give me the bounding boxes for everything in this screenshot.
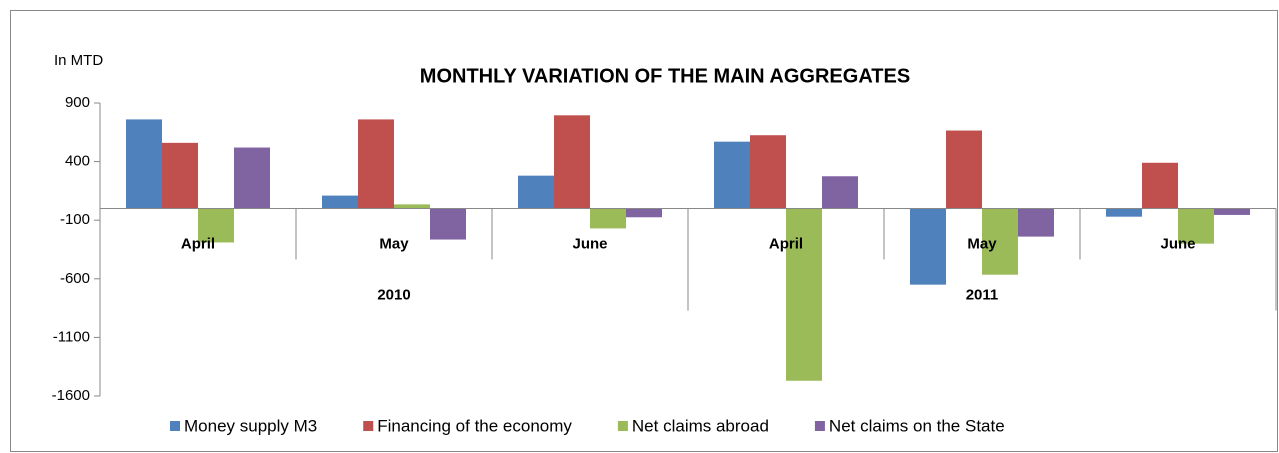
bar	[910, 208, 946, 285]
bar	[1178, 208, 1214, 244]
x-tick-label: June	[1160, 235, 1195, 252]
y-tick-label: -1600	[52, 387, 90, 404]
legend-swatch	[617, 421, 628, 431]
group-label: 2011	[966, 286, 999, 303]
bar	[1018, 208, 1054, 237]
x-tick-label: May	[379, 235, 409, 252]
bar	[1106, 208, 1142, 217]
bar	[554, 115, 590, 209]
bar	[430, 208, 466, 240]
legend-swatch	[170, 421, 180, 431]
x-tick-label: June	[572, 235, 607, 252]
group-label: 2010	[377, 286, 410, 303]
bar	[1142, 162, 1178, 209]
bar	[518, 175, 554, 209]
bar	[1214, 208, 1250, 215]
chart-title: MONTHLY VARIATION OF THE MAIN AGGREGATES	[420, 65, 910, 87]
legend-swatch	[814, 421, 825, 431]
legend-label: Money supply M3	[184, 416, 317, 435]
bar	[626, 208, 662, 218]
bar	[786, 208, 822, 381]
legend-label: Financing of the economy	[377, 416, 572, 435]
y-tick-label: -1100	[53, 328, 90, 345]
bar	[162, 142, 198, 209]
bar	[946, 130, 982, 209]
x-tick-label: May	[967, 235, 997, 252]
x-tick-label: April	[181, 235, 215, 252]
y-tick-label: -100	[60, 211, 90, 228]
x-tick-label: April	[769, 235, 803, 252]
bar	[822, 176, 858, 209]
y-tick-label: -600	[60, 270, 90, 287]
y-axis-label: In MTD	[54, 52, 103, 69]
bar	[750, 135, 786, 209]
bar	[394, 204, 430, 209]
bar	[590, 208, 626, 229]
bar	[358, 119, 394, 209]
bar	[234, 147, 270, 209]
legend-label: Net claims abroad	[632, 416, 769, 435]
bar	[198, 208, 234, 243]
bar	[322, 195, 358, 209]
bar	[714, 141, 750, 209]
bar	[126, 119, 162, 209]
legend-label: Net claims on the State	[829, 416, 1005, 435]
y-tick-label: 400	[65, 153, 90, 170]
bar	[982, 208, 1018, 275]
legend-swatch	[363, 421, 374, 431]
y-tick-label: 900	[65, 94, 90, 111]
